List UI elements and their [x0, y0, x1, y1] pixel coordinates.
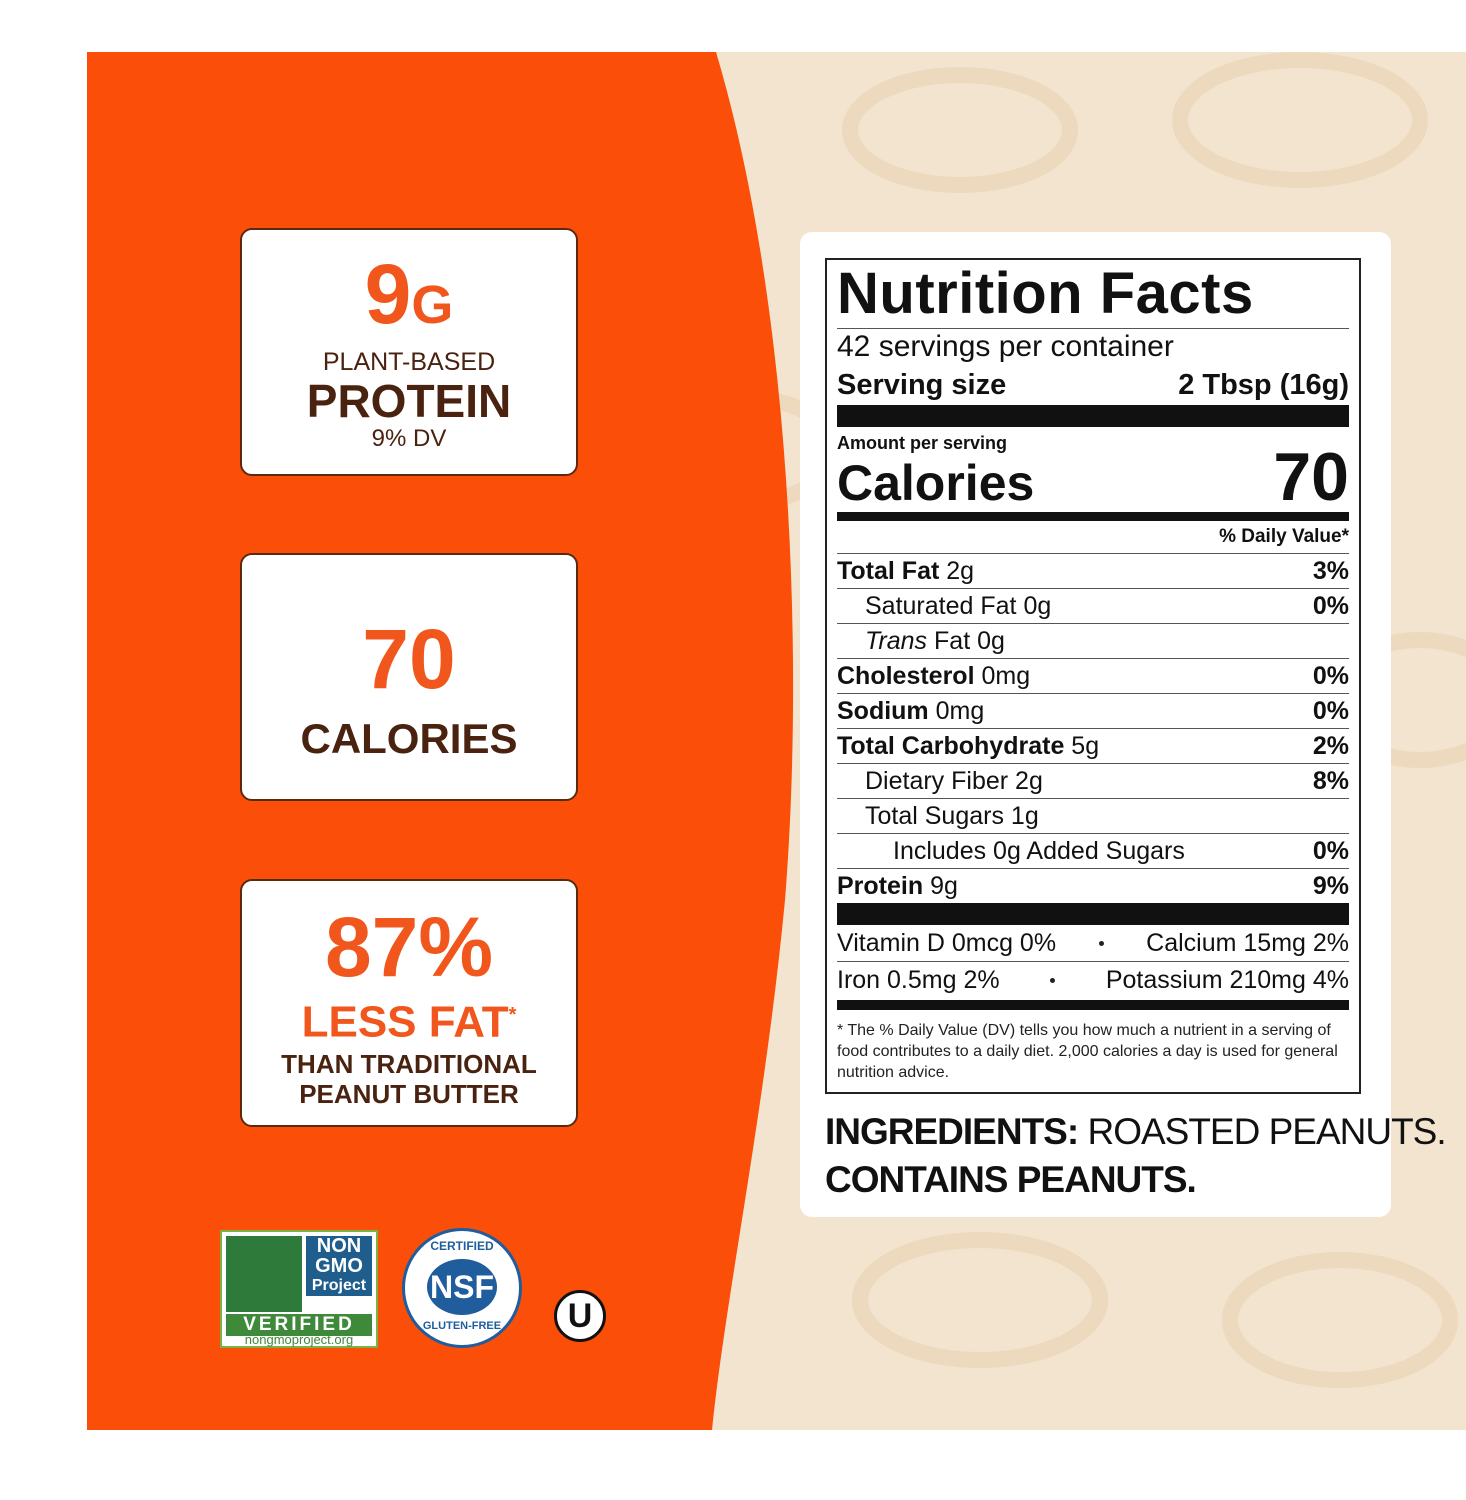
ingredients-text: ROASTED PEANUTS. [1087, 1111, 1446, 1152]
calories-card: 70 CALORIES [240, 553, 578, 801]
nutrient-amount: 1g [1010, 801, 1039, 830]
nsf-bottom: GLUTEN-FREE [422, 1320, 502, 1332]
nutrient-name: Saturated Fat [865, 591, 1017, 620]
protein-card: 9G PLANT-BASED PROTEIN 9% DV [240, 228, 578, 476]
label-card [800, 232, 1391, 1217]
nutrient-name: Cholesterol [837, 661, 975, 690]
nongmo-url: nongmoproject.org [244, 1332, 354, 1347]
nutrient-dv: 0% [1312, 661, 1349, 690]
nongmo-leaf [226, 1236, 302, 1312]
nutrient-dv: 9% [1312, 871, 1349, 900]
allergen: CONTAINS PEANUTS. [825, 1159, 1197, 1200]
thick-bar [837, 405, 1349, 427]
card-value: 87% [324, 900, 494, 994]
nsf-top: CERTIFIED [430, 1239, 494, 1253]
serving-size: 2 Tbsp (16g) [1178, 369, 1349, 401]
card-mark: * [508, 1004, 517, 1026]
nutrient-amount: Fat 0g [934, 626, 1005, 655]
nutrient-amount: 2g [946, 556, 975, 585]
thick-bar [837, 512, 1349, 521]
fat-card: 87% LESS FAT* THAN TRADITIONAL PEANUT BU… [240, 879, 578, 1127]
serving-size-label: Serving size [837, 369, 1007, 401]
nutrient-dv: 0% [1312, 591, 1349, 620]
nsf-badge: CERTIFIED NSF GLUTEN-FREE [402, 1228, 522, 1348]
nutrient-dv: 0% [1312, 836, 1349, 865]
servings: 42 servings per container [837, 328, 1349, 365]
ingredients: INGREDIENTS: ROASTED PEANUTS. CONTAINS P… [825, 1108, 1447, 1204]
nutrient-name: Total Fat [837, 556, 940, 585]
amount-per-serving: Amount per serving [837, 433, 1008, 453]
card-line: PROTEIN [306, 375, 512, 427]
vitamin: Iron 0.5mg 2% [837, 965, 1000, 994]
card-line: PLANT-BASED [322, 348, 496, 376]
nutrient-name: Sodium [837, 696, 929, 725]
nutrient-name: Includes 0g Added Sugars [893, 836, 1185, 865]
nutrient-name: Protein [837, 871, 924, 900]
nutrient-name: Trans [865, 626, 928, 655]
card-line: 9% DV [371, 425, 447, 452]
card-value: 70 [362, 612, 456, 706]
calories-label: Calories [837, 455, 1035, 511]
kosher-badge: U [554, 1290, 606, 1342]
nutrient-name: Dietary Fiber [865, 766, 1009, 795]
card-line: PEANUT BUTTER [299, 1078, 519, 1109]
nutrient-amount: 5g [1071, 731, 1100, 760]
card-line: CALORIES [300, 715, 518, 762]
nongmo-text: NON [316, 1235, 362, 1257]
nongmo-text: Project [311, 1277, 367, 1294]
card-highlight: LESS FAT [301, 997, 509, 1047]
card-unit: G [411, 275, 454, 335]
nutrient-amount: 2g [1015, 766, 1043, 795]
nutrient-dv: 2% [1312, 731, 1349, 760]
nutrient-amount: 0g [1023, 591, 1052, 620]
nutrient-amount: 0mg [981, 661, 1031, 690]
card-line: THAN TRADITIONAL [281, 1048, 537, 1079]
ingredients-label: INGREDIENTS: [825, 1111, 1079, 1152]
nongmo-verified: VERIFIED [226, 1314, 372, 1336]
nongmo-text: GMO [315, 1255, 363, 1277]
separator [1050, 977, 1056, 983]
nutrient-dv: 3% [1312, 556, 1349, 585]
vitamin: Calcium 15mg 2% [1146, 928, 1349, 957]
nutrient-name: Total Sugars [865, 801, 1004, 830]
footnote: * The % Daily Value (DV) tells you how m… [837, 1022, 1338, 1081]
nutrient-dv: 0% [1312, 696, 1349, 725]
nutrient-amount: 9g [930, 871, 958, 900]
nutrition-label: Nutrition Facts 42 servings per containe… [825, 258, 1361, 1094]
nsf-center: NSF [427, 1259, 497, 1315]
thick-bar [837, 1000, 1349, 1010]
separator [1098, 940, 1104, 946]
nutrient-dv: 8% [1312, 766, 1349, 795]
card-value: 9 [364, 247, 412, 341]
vitamin: Potassium 210mg 4% [1105, 965, 1349, 994]
thick-bar [837, 903, 1349, 925]
nongmo-badge: NON GMO Project VERIFIED nongmoproject.o… [220, 1230, 378, 1348]
nutrient-name: Total Carbohydrate [837, 731, 1065, 760]
calories-value: 70 [1273, 439, 1349, 515]
vitamin: Vitamin D 0mcg 0% [837, 928, 1057, 957]
dv-header: % Daily Value* [1219, 526, 1349, 547]
label-title: Nutrition Facts [837, 261, 1254, 326]
nutrient-amount: 0mg [935, 696, 985, 725]
